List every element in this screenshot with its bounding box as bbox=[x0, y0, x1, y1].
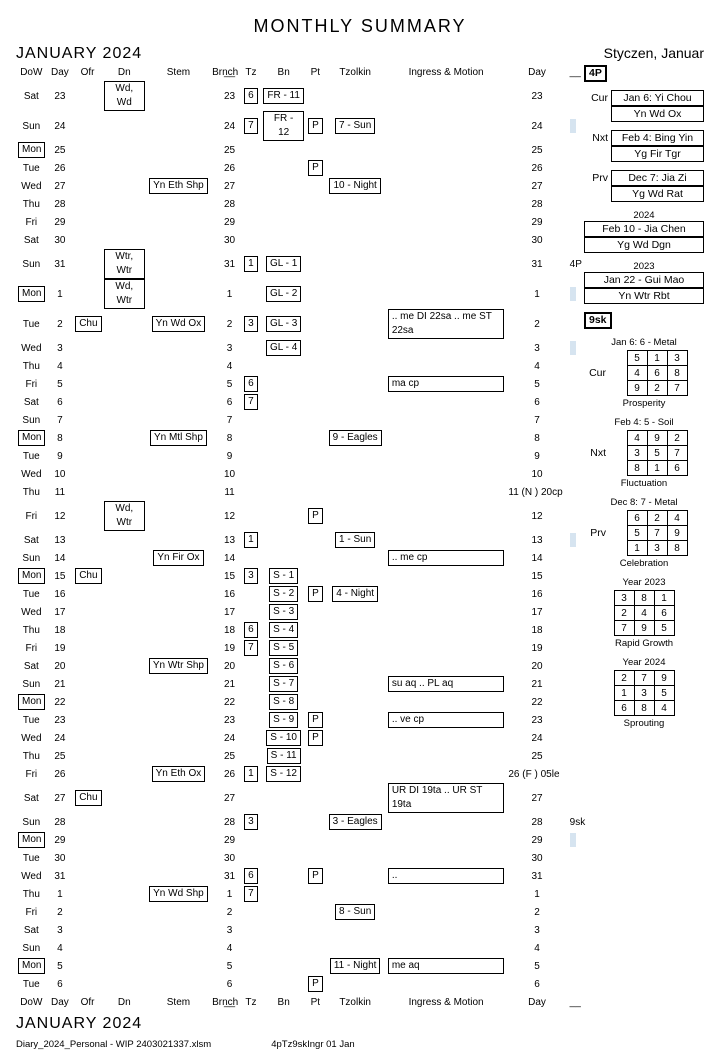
col-header: Day bbox=[47, 63, 74, 81]
table-row: Fri12Wd, Wtr12P12 bbox=[16, 501, 578, 531]
col-header: Tzolkin bbox=[325, 63, 386, 81]
table-row: Tue66P6 bbox=[16, 975, 578, 993]
table-row: Fri292929 bbox=[16, 213, 578, 231]
table-row: Mon15Chu153S - 115 bbox=[16, 567, 578, 585]
table-row: Tue999 bbox=[16, 447, 578, 465]
table-row: Wed31316P..31 bbox=[16, 867, 578, 885]
table-row: Fri26Yn Eth Ox261S - 1226 (F ) 05le bbox=[16, 765, 578, 783]
nine-star-grid: Year 2024279135684Sprouting bbox=[584, 657, 704, 729]
table-row: Mon1Wd, Wtr1GL - 21 bbox=[16, 279, 578, 309]
col-header: Dn bbox=[102, 63, 147, 81]
table-row: Wed33GL - 43 bbox=[16, 339, 578, 357]
side-4p-label: 4P bbox=[584, 65, 607, 82]
nine-star-grid: Jan 6: 6 - MetalCur513468927Prosperity bbox=[584, 337, 704, 409]
table-row: Mon2222S - 822 bbox=[16, 693, 578, 711]
col-header: Day bbox=[506, 63, 567, 81]
nine-star-grid: Dec 8: 7 - MetalPrv624579138Celebration bbox=[584, 497, 704, 569]
table-row: Sun2121S - 7su aq .. PL aq21 bbox=[16, 675, 578, 693]
nine-star-grid: Year 2023381246795Rapid Growth bbox=[584, 577, 704, 649]
col-header: DoW bbox=[16, 993, 47, 1011]
calendar-table: DoWDayOfrDnStemBrnch__TzBnPtTzolkinIngre… bbox=[16, 63, 578, 1011]
col-header: Bn bbox=[261, 993, 306, 1011]
table-row: Thu282828 bbox=[16, 195, 578, 213]
month-right: Styczen, Januar bbox=[604, 45, 704, 61]
table-row: Mon252525 bbox=[16, 141, 578, 159]
col-header: Tzolkin bbox=[325, 993, 386, 1011]
table-row: Fri19197S - 519 bbox=[16, 639, 578, 657]
col-header: Pt bbox=[306, 63, 324, 81]
col-header: Ofr bbox=[73, 63, 102, 81]
table-row: Tue2626P26 bbox=[16, 159, 578, 177]
table-row: Wed1717S - 317 bbox=[16, 603, 578, 621]
col-header: Ingress & Motion bbox=[386, 993, 507, 1011]
table-row: Sun24247FR - 12P7 - Sun24 bbox=[16, 111, 578, 141]
table-row: Sun31Wtr, Wtr311GL - 1314P bbox=[16, 249, 578, 279]
table-row: Thu18186S - 418 bbox=[16, 621, 578, 639]
col-header: Bn bbox=[261, 63, 306, 81]
col-header: Pt bbox=[306, 993, 324, 1011]
col-header: __ bbox=[568, 63, 578, 81]
col-header: Brnch bbox=[210, 63, 218, 81]
footer-file: Diary_2024_Personal - WIP 2403021337.xls… bbox=[16, 1039, 211, 1050]
side-9sk-label: 9sk bbox=[584, 312, 612, 329]
col-header: Tz bbox=[241, 63, 261, 81]
col-header: Day bbox=[506, 993, 567, 1011]
page-title: MONTHLY SUMMARY bbox=[16, 16, 704, 37]
table-row: Sat23Wd, Wd236FR - 1123 bbox=[16, 81, 578, 111]
table-row: Thu444 bbox=[16, 357, 578, 375]
table-row: Wed101010 bbox=[16, 465, 578, 483]
table-row: Tue2ChuYn Wd Ox23GL - 3.. me DI 22sa .. … bbox=[16, 309, 578, 339]
table-row: Thu1Yn Wd Shp171 bbox=[16, 885, 578, 903]
col-header: Stem bbox=[147, 993, 210, 1011]
col-header: __ bbox=[568, 993, 578, 1011]
table-row: Fri556ma cp5 bbox=[16, 375, 578, 393]
table-row: Sat303030 bbox=[16, 231, 578, 249]
table-row: Sun282833 - Eagles289sk bbox=[16, 813, 578, 831]
table-row: Tue1616S - 2P4 - Night16 bbox=[16, 585, 578, 603]
table-row: Thu111111 (N ) 20cp bbox=[16, 483, 578, 501]
col-header: Ingress & Motion bbox=[386, 63, 507, 81]
table-row: Wed27Yn Eth Shp2710 - Night27 bbox=[16, 177, 578, 195]
table-row: Sat20Yn Wtr Shp20S - 620 bbox=[16, 657, 578, 675]
sidebar: 4P CurJan 6: Yi Chou Yn Wd Ox NxtFeb 4: … bbox=[584, 63, 704, 737]
table-row: Sun14Yn Fir Ox14.. me cp14 bbox=[16, 549, 578, 567]
table-row: Tue303030 bbox=[16, 849, 578, 867]
table-row: Sat333 bbox=[16, 921, 578, 939]
table-row: Wed2424S - 10P24 bbox=[16, 729, 578, 747]
table-row: Sat27Chu27UR DI 19ta .. UR ST 19ta27 bbox=[16, 783, 578, 813]
table-row: Sat131311 - Sun13 bbox=[16, 531, 578, 549]
col-header: Dn bbox=[102, 993, 147, 1011]
month-left: JANUARY 2024 bbox=[16, 45, 142, 63]
table-row: Mon5511 - Nightme aq5 bbox=[16, 957, 578, 975]
nine-star-grid: Feb 4: 5 - SoilNxt492357816Fluctuation bbox=[584, 417, 704, 489]
table-row: Sun444 bbox=[16, 939, 578, 957]
table-row: Mon8Yn Mtl Shp89 - Eagles8 bbox=[16, 429, 578, 447]
col-header: Ofr bbox=[73, 993, 102, 1011]
table-row: Tue2323S - 9P.. ve cp23 bbox=[16, 711, 578, 729]
table-row: Mon292929 bbox=[16, 831, 578, 849]
col-header: Stem bbox=[147, 63, 210, 81]
table-row: Fri228 - Sun2 bbox=[16, 903, 578, 921]
col-header: Brnch bbox=[210, 993, 218, 1011]
table-row: Sat6676 bbox=[16, 393, 578, 411]
col-header: Day bbox=[47, 993, 74, 1011]
table-row: Thu2525S - 1125 bbox=[16, 747, 578, 765]
table-row: Sun777 bbox=[16, 411, 578, 429]
col-header: DoW bbox=[16, 63, 47, 81]
footer-code: 4pTz9skIngr 01 Jan bbox=[271, 1039, 354, 1050]
col-header: Tz bbox=[241, 993, 261, 1011]
